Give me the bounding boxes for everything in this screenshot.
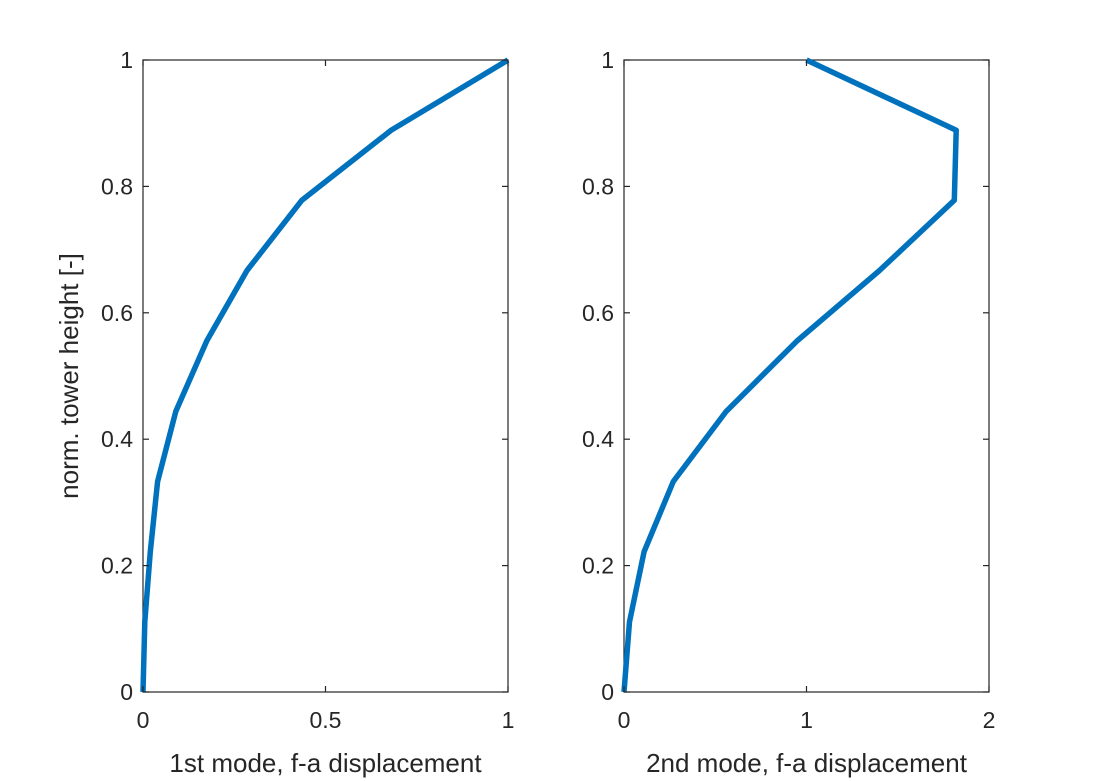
y-tick-label: 0.8 <box>582 173 614 199</box>
x-tick-label: 1 <box>800 707 813 733</box>
x-axis-label: 1st mode, f-a displacement <box>169 748 482 778</box>
x-tick-label: 0.5 <box>310 707 342 733</box>
axes-box <box>623 59 990 693</box>
y-tick-label: 0.6 <box>101 300 133 326</box>
series-line <box>140 57 510 693</box>
series-line <box>621 57 959 693</box>
y-tick-label: 1 <box>601 47 614 73</box>
plot-1st-mode: 0 0.5 1 0 0.2 0.4 0.6 0.8 1 1st mode, f-a displac… <box>54 47 514 778</box>
y-tick-label: 0.4 <box>582 426 614 452</box>
x-tick-label: 1 <box>502 707 515 733</box>
y-tick-label: 0.4 <box>101 426 133 452</box>
x-tick-label: 0 <box>618 707 631 733</box>
y-tick-label: 0.6 <box>582 300 614 326</box>
y-tick-label: 1 <box>120 47 133 73</box>
plot-2nd-mode: 0 1 2 0 0.2 0.4 0.6 0.8 1 2nd mode, f-a displacem… <box>582 47 995 778</box>
y-tick-label: 0.2 <box>582 553 614 579</box>
x-tick-label: 2 <box>983 707 996 733</box>
x-axis-label: 2nd mode, f-a displacement <box>646 748 968 778</box>
x-tick-label: 0 <box>137 707 150 733</box>
y-tick-label: 0.2 <box>101 553 133 579</box>
axes-box <box>142 59 509 693</box>
y-tick-label: 0 <box>601 679 614 705</box>
y-axis-label: norm. tower height [-] <box>54 253 84 499</box>
y-tick-label: 0.8 <box>101 173 133 199</box>
y-tick-label: 0 <box>120 679 133 705</box>
